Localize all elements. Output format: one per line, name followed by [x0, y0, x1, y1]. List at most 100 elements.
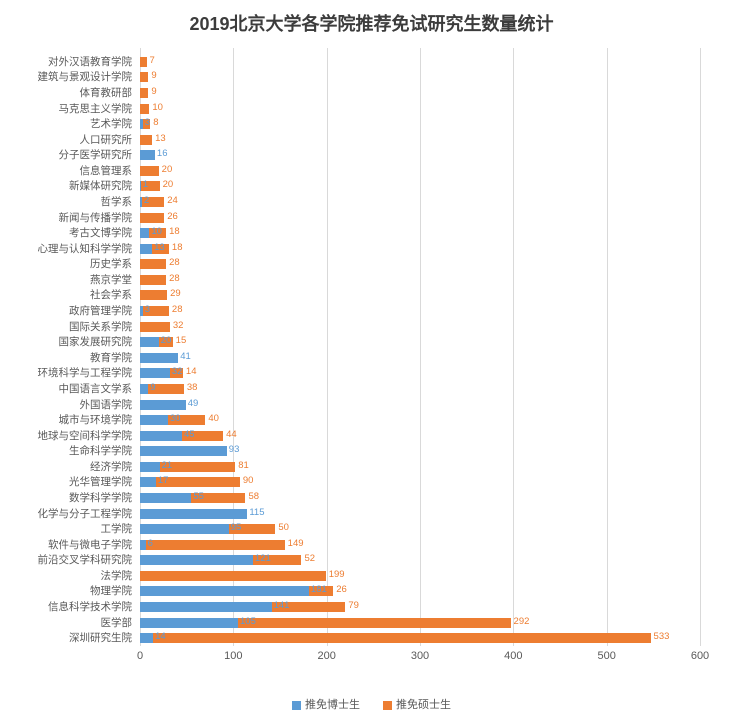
- y-axis-category-label: 信息管理系: [80, 166, 133, 177]
- value-label-masters: 9: [151, 87, 156, 97]
- x-axis-labels: 0100200300400500600: [140, 648, 700, 668]
- y-axis-category-label: 数学科学学院: [69, 493, 132, 504]
- x-tick-label: 200: [317, 650, 335, 662]
- y-axis-category-label: 地球与空间科学学院: [38, 431, 133, 442]
- y-axis-category-label: 人口研究所: [80, 135, 133, 146]
- value-label-phd: 16: [157, 149, 168, 159]
- value-label-masters: 32: [173, 321, 184, 331]
- x-tick-label: 300: [411, 650, 429, 662]
- value-label-phd: 141: [274, 601, 290, 611]
- y-axis-category-label: 国际关系学院: [69, 322, 132, 333]
- y-axis-category-label: 哲学系: [101, 197, 133, 208]
- value-label-masters: 20: [162, 165, 173, 175]
- value-label-masters: 20: [163, 180, 174, 190]
- bar-phd: [140, 150, 155, 160]
- value-label-masters: 13: [155, 134, 166, 144]
- y-axis-category-label: 国家发展研究院: [59, 337, 133, 348]
- bar-row: 5558: [140, 493, 700, 503]
- y-axis-category-label: 对外汉语教育学院: [48, 57, 132, 68]
- value-label-masters: 81: [238, 461, 249, 471]
- bar-row: 1790: [140, 477, 700, 487]
- bar-masters: [140, 213, 164, 223]
- bar-masters: [140, 571, 326, 581]
- bar-row: 7: [140, 57, 700, 67]
- value-label-masters: 29: [170, 289, 181, 299]
- y-axis-category-label: 环境科学与工程学院: [38, 368, 133, 379]
- bar-phd: [140, 509, 247, 519]
- bar-masters: [140, 135, 152, 145]
- bar-row: 13: [140, 135, 700, 145]
- bar-row: 16: [140, 150, 700, 160]
- value-label-masters: 28: [172, 305, 183, 315]
- bar-phd: [140, 493, 191, 503]
- y-axis-category-label: 信息科学技术学院: [48, 602, 132, 613]
- value-label-phd: 95: [231, 523, 242, 533]
- y-axis-category-label: 工学院: [101, 524, 133, 535]
- bar-masters: [238, 618, 511, 628]
- value-label-phd: 17: [158, 476, 169, 486]
- legend-item-phd: 推免博士生: [292, 696, 360, 712]
- bar-row: 9: [140, 72, 700, 82]
- y-axis-category-label: 软件与微电子学院: [48, 540, 132, 551]
- y-axis-category-label: 医学部: [101, 618, 133, 629]
- value-label-masters: 24: [167, 196, 178, 206]
- value-label-masters: 26: [336, 585, 347, 595]
- value-label-phd: 9: [150, 383, 155, 393]
- plot-area: 7991038131620120224261018131828282932832…: [140, 48, 700, 668]
- y-axis-category-label: 化学与分子工程学院: [38, 509, 133, 520]
- bar-row: 115: [140, 509, 700, 519]
- bar-row: 93: [140, 446, 700, 456]
- bar-phd: [140, 524, 229, 534]
- bar-row: 120: [140, 181, 700, 191]
- bar-masters: [140, 290, 167, 300]
- y-axis-category-label: 新媒体研究院: [69, 181, 132, 192]
- value-label-masters: 533: [654, 632, 670, 642]
- bar-row: 28: [140, 259, 700, 269]
- legend-swatch-masters: [383, 701, 392, 710]
- bar-row: 1018: [140, 228, 700, 238]
- bar-phd: [140, 384, 148, 394]
- bar-row: 49: [140, 400, 700, 410]
- bar-phd: [140, 228, 149, 238]
- value-label-masters: 38: [187, 383, 198, 393]
- value-label-phd: 55: [193, 492, 204, 502]
- bar-phd: [140, 400, 186, 410]
- value-label-phd: 115: [249, 508, 264, 518]
- y-axis-category-label: 前沿交叉学科研究院: [38, 555, 133, 566]
- bar-masters: [140, 322, 170, 332]
- value-label-masters: 8: [153, 118, 158, 128]
- value-label-masters: 44: [226, 430, 237, 440]
- value-label-masters: 199: [329, 570, 345, 580]
- y-axis-category-label: 考古文博学院: [69, 228, 132, 239]
- value-label-phd: 13: [154, 243, 165, 253]
- bar-phd: [140, 586, 309, 596]
- y-axis-category-label: 中国语言文学系: [59, 384, 133, 395]
- value-label-phd: 181: [311, 585, 327, 595]
- value-label-phd: 6: [148, 539, 153, 549]
- value-label-masters: 9: [151, 71, 156, 81]
- y-axis-category-label: 建筑与景观设计学院: [38, 72, 133, 83]
- y-axis-category-label: 法学院: [101, 571, 133, 582]
- bar-row: 14179: [140, 602, 700, 612]
- value-label-phd: 21: [162, 461, 173, 471]
- y-axis-category-label: 新闻与传播学院: [59, 213, 133, 224]
- bar-row: 41: [140, 353, 700, 363]
- x-tick-label: 100: [224, 650, 242, 662]
- bar-masters: [140, 166, 159, 176]
- chart-title: 2019北京大学各学院推荐免试研究生数量统计: [0, 0, 743, 42]
- bar-row: 12152: [140, 555, 700, 565]
- bar-masters: [140, 259, 166, 269]
- bar-phd: [140, 431, 182, 441]
- x-tick-label: 0: [137, 650, 143, 662]
- bar-row: 29: [140, 290, 700, 300]
- value-label-masters: 292: [514, 617, 530, 627]
- y-axis-category-label: 燕京学堂: [90, 275, 132, 286]
- y-axis-category-label: 城市与环境学院: [59, 415, 133, 426]
- value-label-masters: 40: [208, 414, 219, 424]
- bar-row: 14533: [140, 633, 700, 643]
- bar-row: 9 38: [140, 384, 700, 394]
- chart-container: 2019北京大学各学院推荐免试研究生数量统计 对外汉语教育学院建筑与景观设计学院…: [0, 0, 743, 718]
- value-label-phd: 10: [151, 227, 162, 237]
- bar-row: 20: [140, 166, 700, 176]
- bar-row: 105292: [140, 618, 700, 628]
